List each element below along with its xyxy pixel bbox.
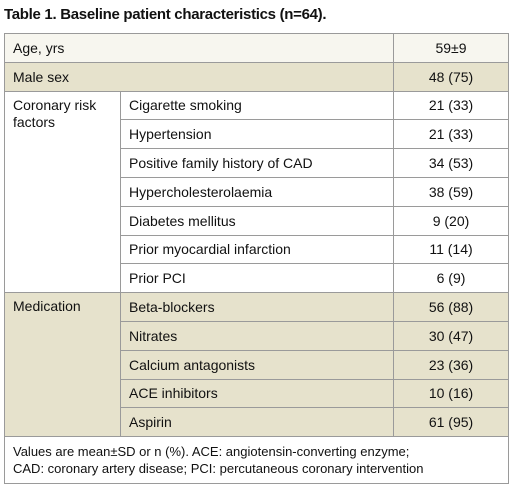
row-value: 61 (95): [393, 407, 510, 438]
row-value: 10 (16): [393, 378, 510, 409]
footnote: Values are mean±SD or n (%). ACE: angiot…: [3, 436, 510, 485]
row-value: 56 (88): [393, 292, 510, 322]
row-value: 6 (9): [393, 263, 510, 294]
row-label: Nitrates: [119, 320, 395, 351]
table-title: Table 1. Baseline patient characteristic…: [4, 6, 327, 23]
row-value: 48 (75): [393, 61, 510, 92]
table-row: Medication Beta-blockers 56 (88): [4, 292, 510, 438]
table-row: Male sex 48 (75): [3, 61, 510, 92]
row-label: Diabetes mellitus: [119, 205, 395, 236]
footnote-line: Values are mean±SD or n (%). ACE: angiot…: [13, 444, 410, 460]
table-row: Aspirin 61 (95): [5, 407, 510, 438]
table-row: ACE inhibitors 10 (16): [5, 378, 510, 409]
table-row: Coronary risk factors Cigarette smoking 21…: [4, 90, 510, 294]
row-label: Male sex: [3, 61, 395, 92]
table-row: Calcium antagonists 23 (36): [5, 349, 510, 380]
row-label: Positive family history of CAD: [119, 148, 395, 178]
row-label: Prior PCI: [119, 263, 395, 294]
group-label: Coronary risk factors: [4, 90, 121, 294]
row-value: 9 (20): [393, 205, 510, 236]
row-value: 30 (47): [393, 320, 510, 351]
footnote-line: CAD: coronary artery disease; PCI: percu…: [13, 461, 424, 477]
row-label: Calcium antagonists: [119, 349, 395, 380]
table: Age, yrs 59±9 Male sex 48 (75) Coronary risk…: [3, 33, 510, 485]
table-row: Prior PCI 6 (9): [5, 263, 510, 294]
table-row: Hypertension 21 (33): [5, 119, 510, 150]
row-label: Age, yrs: [3, 33, 395, 63]
row-value: 23 (36): [393, 349, 510, 380]
row-value: 38 (59): [393, 176, 510, 207]
table-row: Nitrates 30 (47): [5, 320, 510, 351]
row-label: Aspirin: [119, 407, 395, 438]
row-value: 21 (33): [393, 90, 510, 121]
table-row: Hypercholesterolaemia 38 (59): [5, 176, 510, 207]
table-row: Age, yrs 59±9: [3, 33, 510, 63]
footnote-row: Values are mean±SD or n (%). ACE: angiot…: [3, 436, 510, 485]
row-value: 59±9: [393, 33, 510, 63]
table-row: Diabetes mellitus 9 (20): [5, 205, 510, 236]
row-label: Hypertension: [119, 119, 395, 150]
row-label: ACE inhibitors: [119, 378, 395, 409]
row-label: Hypercholesterolaemia: [119, 176, 395, 207]
row-value: 34 (53): [393, 148, 510, 178]
table-row: Prior myocardial infarction 11 (14): [5, 234, 510, 265]
row-value: 11 (14): [393, 234, 510, 265]
row-label: Prior myocardial infarction: [119, 234, 395, 265]
group-label: Medication: [4, 292, 121, 438]
row-value: 21 (33): [393, 119, 510, 150]
row-label: Beta-blockers: [119, 292, 395, 322]
row-label: Cigarette smoking: [119, 90, 395, 121]
